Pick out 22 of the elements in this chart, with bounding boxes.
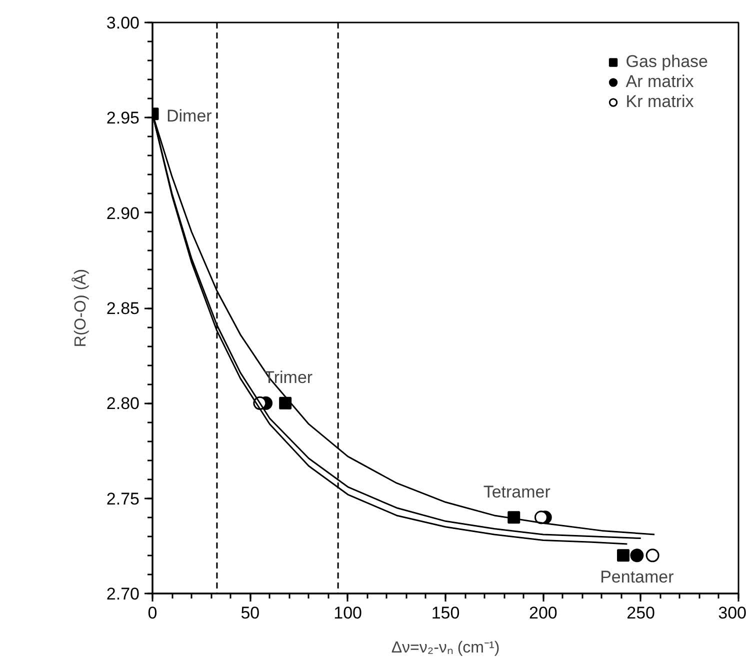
y-tick-label: 2.80 xyxy=(106,394,140,414)
x-tick-label: 300 xyxy=(718,604,746,622)
x-tick-label: 250 xyxy=(626,604,656,622)
legend-label: Ar matrix xyxy=(626,72,694,92)
annotation: Dimer xyxy=(166,106,212,126)
legend-label: Kr matrix xyxy=(626,92,694,112)
y-tick-label: 2.85 xyxy=(106,299,140,318)
annotation: Tetramer xyxy=(483,482,551,502)
y-tick-label: 3.00 xyxy=(106,14,140,32)
y-tick-label: 2.75 xyxy=(106,489,140,508)
annotation: Pentamer xyxy=(600,567,674,586)
x-tick-label: 200 xyxy=(528,604,558,622)
y-tick-label: 2.70 xyxy=(106,584,140,604)
x-tick-label: 100 xyxy=(334,604,362,622)
y-axis-title: R(O-O) (Å) xyxy=(71,268,90,348)
x-axis-title: Δν=ν₂-νₙ (cm⁻¹) xyxy=(391,640,500,656)
y-tick-label: 2.95 xyxy=(106,108,140,128)
x-tick-label: 0 xyxy=(148,604,158,622)
x-tick-label: 50 xyxy=(240,604,260,622)
x-tick-label: 150 xyxy=(431,604,460,622)
legend-label: Gas phase xyxy=(626,52,708,72)
y-tick-label: 2.90 xyxy=(106,204,140,223)
